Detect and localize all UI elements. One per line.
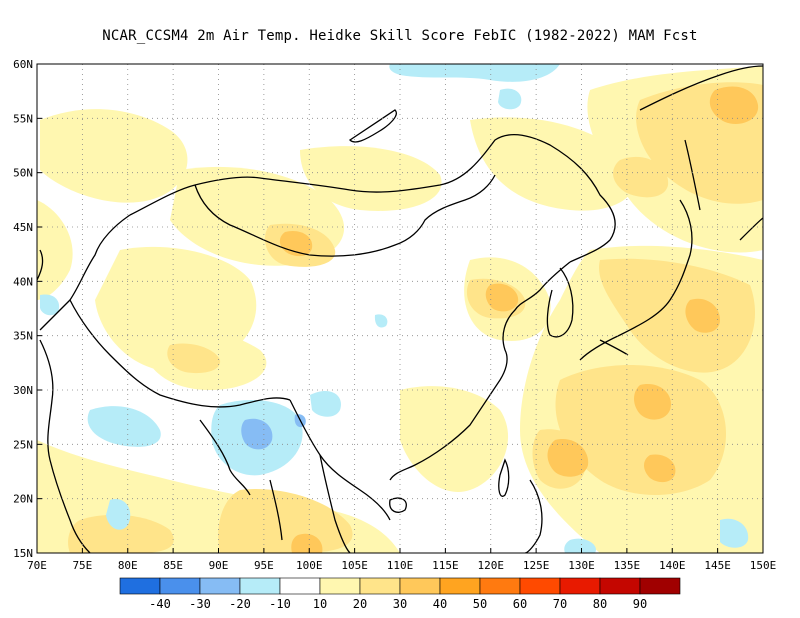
colorbar-box [639,577,681,595]
skill-shading [37,64,763,553]
colorbar-label: 70 [553,597,567,611]
lon-tick-label: 150E [750,559,777,572]
lat-tick-label: 55N [13,112,33,125]
lon-tick-label: 130E [568,559,595,572]
lon-tick-label: 145E [704,559,731,572]
lon-tick-label: 135E [614,559,641,572]
colorbar: -40 -30 -20 -10 10 20 30 40 50 60 70 80 90 [119,577,681,611]
colorbar-box [199,577,241,595]
lon-tick-label: 95E [254,559,274,572]
colorbar-box [519,577,561,595]
colorbar-label: 20 [353,597,367,611]
colorbar-box [279,577,321,595]
colorbar-label: -30 [189,597,211,611]
lat-tick-label: 20N [13,493,33,506]
lat-tick-label: 35N [13,330,33,343]
colorbar-box [559,577,601,595]
colorbar-label: -40 [149,597,171,611]
coastlines [37,65,763,553]
lat-tick-label: 15N [13,547,33,560]
colorbar-label: -20 [229,597,251,611]
lon-tick-label: 140E [659,559,686,572]
lon-tick-label: 85E [163,559,183,572]
lat-tick-label: 40N [13,275,33,288]
lat-tick-label: 60N [13,58,33,71]
colorbar-label: 60 [513,597,527,611]
colorbar-box [399,577,441,595]
colorbar-box [319,577,361,595]
lon-tick-label: 80E [118,559,138,572]
colorbar-box [359,577,401,595]
lon-tick-label: 75E [72,559,92,572]
lon-tick-label: 100E [296,559,323,572]
colorbar-box [119,577,161,595]
longitude-tick-labels: 70E 75E 80E 85E 90E 95E 100E 105E 110E 115E 120E 12… [27,559,776,572]
colorbar-box [599,577,641,595]
colorbar-box [439,577,481,595]
lon-tick-label: 110E [387,559,414,572]
lat-tick-label: 50N [13,167,33,180]
lon-tick-label: 115E [432,559,459,572]
colorbar-label: 90 [633,597,647,611]
lat-tick-label: 30N [13,384,33,397]
lon-tick-label: 120E [478,559,505,572]
colorbar-label: 10 [313,597,327,611]
colorbar-label: 50 [473,597,487,611]
lat-tick-label: 45N [13,221,33,234]
map-frame [36,63,764,554]
map-title: NCAR_CCSM4 2m Air Temp. Heidke Skill Sco… [102,28,698,44]
colorbar-box [479,577,521,595]
lon-tick-label: 105E [341,559,368,572]
lon-tick-label: 70E [27,559,47,572]
graticule [36,63,764,554]
colorbar-label: -10 [269,597,291,611]
lon-tick-label: 90E [209,559,229,572]
colorbar-label: 80 [593,597,607,611]
colorbar-box [239,577,281,595]
lon-tick-label: 125E [523,559,550,572]
lat-tick-label: 25N [13,438,33,451]
colorbar-label: 40 [433,597,447,611]
latitude-tick-labels: 15N 20N 25N 30N 35N 40N 45N 50N 55N 60N [13,58,33,560]
colorbar-box [159,577,201,595]
colorbar-label: 30 [393,597,407,611]
